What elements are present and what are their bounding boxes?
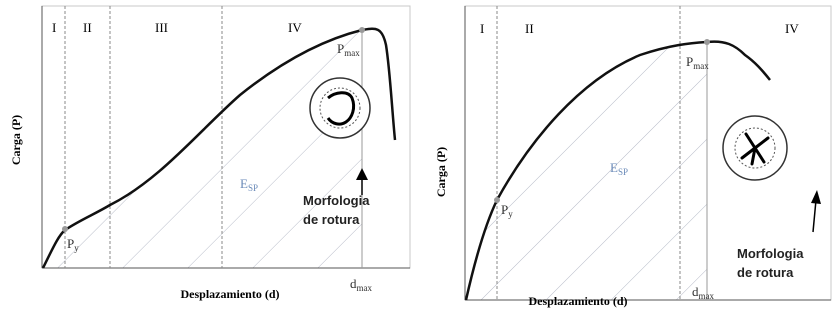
morphology-label: de rotura [737,265,794,280]
x-axis-label: Desplazamiento (d) [181,287,280,301]
py-point [494,197,500,203]
region-label: III [155,20,168,35]
region-label: I [52,20,56,35]
arrow-head [811,190,821,204]
pmax-point [704,39,710,45]
energy-hatch [42,6,372,268]
region-label: I [480,21,484,36]
energy-hatch [465,6,765,300]
morphology-label: Morfologia [737,246,804,261]
region-label: II [83,20,92,35]
y-axis-label: Carga (P) [434,147,448,197]
left-panel: I II III IV Pmax Py ESP dmax Desplazamie… [9,6,410,301]
arrow [813,200,816,232]
dmax-label: dmax [350,276,372,293]
region-label: II [525,21,534,36]
region-label: IV [288,20,302,35]
morphology-label: de rotura [303,212,360,227]
y-axis-label: Carga (P) [9,115,23,165]
morphology-label: Morfologia [303,193,370,208]
figure: I II III IV Pmax Py ESP dmax Desplazamie… [0,0,839,311]
right-panel: I II IV Pmax Py ESP dmax Desplazamiento … [434,6,831,308]
x-axis-label: Desplazamiento (d) [529,294,628,308]
pmax-point [359,27,365,33]
py-point [62,226,68,232]
specimen-circle [310,78,370,138]
region-label: IV [785,21,799,36]
